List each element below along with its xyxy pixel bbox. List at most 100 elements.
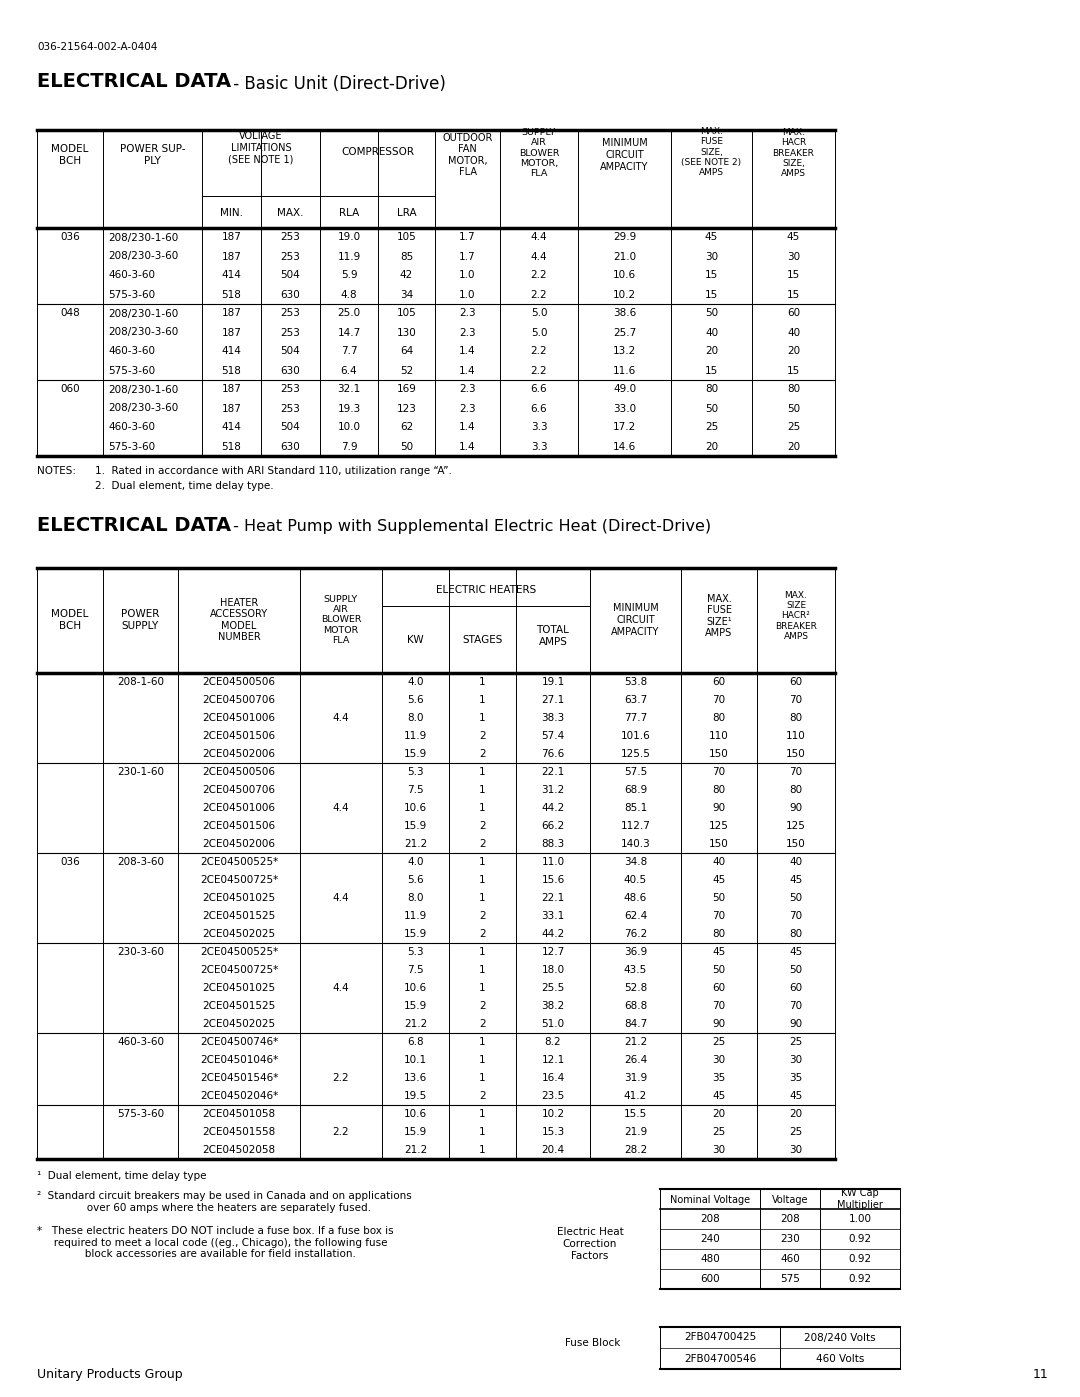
Text: 11.9: 11.9 (337, 251, 361, 261)
Text: 76.6: 76.6 (541, 749, 565, 759)
Text: 2CE04502046*: 2CE04502046* (200, 1091, 279, 1101)
Text: 4.4: 4.4 (530, 232, 548, 243)
Text: 630: 630 (281, 289, 300, 299)
Text: 15: 15 (705, 289, 718, 299)
Text: 036-21564-002-A-0404: 036-21564-002-A-0404 (37, 42, 158, 52)
Text: 187: 187 (221, 232, 242, 243)
Text: 2CE04501006: 2CE04501006 (203, 712, 275, 724)
Text: NOTES:: NOTES: (37, 467, 76, 476)
Text: Unitary Products Group: Unitary Products Group (37, 1368, 183, 1382)
Text: 38.6: 38.6 (612, 309, 636, 319)
Text: 80: 80 (713, 785, 726, 795)
Text: 25.0: 25.0 (337, 309, 361, 319)
Text: 187: 187 (221, 327, 242, 338)
Text: 70: 70 (713, 694, 726, 705)
Text: 5.6: 5.6 (407, 875, 423, 886)
Text: 2CE04501046*: 2CE04501046* (200, 1055, 279, 1065)
Text: 7.5: 7.5 (407, 785, 423, 795)
Text: 45: 45 (713, 1091, 726, 1101)
Text: 32.1: 32.1 (337, 384, 361, 394)
Text: 13.6: 13.6 (404, 1073, 427, 1083)
Text: 105: 105 (396, 232, 417, 243)
Text: 8.2: 8.2 (544, 1037, 562, 1046)
Text: 2CE04502058: 2CE04502058 (202, 1146, 275, 1155)
Text: 253: 253 (281, 404, 300, 414)
Text: 44.2: 44.2 (541, 803, 565, 813)
Text: 21.2: 21.2 (624, 1037, 647, 1046)
Text: 125.5: 125.5 (621, 749, 650, 759)
Text: 1.4: 1.4 (459, 346, 476, 356)
Text: Nominal Voltage: Nominal Voltage (670, 1194, 751, 1206)
Text: 1.4: 1.4 (459, 441, 476, 451)
Text: 15.9: 15.9 (404, 1002, 427, 1011)
Text: 230-3-60: 230-3-60 (117, 947, 164, 957)
Text: 11.9: 11.9 (404, 731, 427, 740)
Text: 36.9: 36.9 (624, 947, 647, 957)
Text: KW Cap
Multiplier: KW Cap Multiplier (837, 1189, 883, 1210)
Text: 10.0: 10.0 (337, 422, 361, 433)
Text: 253: 253 (281, 251, 300, 261)
Text: 26.4: 26.4 (624, 1055, 647, 1065)
Text: 7.7: 7.7 (340, 346, 357, 356)
Text: 19.3: 19.3 (337, 404, 361, 414)
Text: 187: 187 (221, 404, 242, 414)
Text: 518: 518 (221, 366, 242, 376)
Text: 34.8: 34.8 (624, 856, 647, 868)
Text: ELECTRICAL DATA: ELECTRICAL DATA (37, 73, 231, 91)
Text: 1: 1 (480, 1146, 486, 1155)
Text: 8.0: 8.0 (407, 712, 423, 724)
Text: 2CE04501525: 2CE04501525 (202, 911, 275, 921)
Text: 1: 1 (480, 983, 486, 993)
Text: 80: 80 (787, 384, 800, 394)
Text: 130: 130 (396, 327, 417, 338)
Text: 27.1: 27.1 (541, 694, 565, 705)
Text: 15.9: 15.9 (404, 749, 427, 759)
Text: 15.3: 15.3 (541, 1127, 565, 1137)
Text: 50: 50 (713, 965, 726, 975)
Text: 45: 45 (713, 875, 726, 886)
Text: 187: 187 (221, 384, 242, 394)
Text: MINIMUM
CIRCUIT
AMPACITY: MINIMUM CIRCUIT AMPACITY (611, 604, 660, 637)
Text: 140.3: 140.3 (621, 840, 650, 849)
Text: ELECTRIC HEATERS: ELECTRIC HEATERS (436, 585, 536, 595)
Text: 10.6: 10.6 (404, 983, 427, 993)
Text: 6.6: 6.6 (530, 404, 548, 414)
Text: 0.92: 0.92 (849, 1255, 872, 1264)
Text: 10.1: 10.1 (404, 1055, 427, 1065)
Text: 208/230-1-60: 208/230-1-60 (108, 309, 178, 319)
Text: 4.4: 4.4 (530, 251, 548, 261)
Text: 480: 480 (700, 1255, 720, 1264)
Text: TOTAL
AMPS: TOTAL AMPS (537, 626, 569, 647)
Text: 70: 70 (713, 767, 726, 777)
Text: 50: 50 (787, 404, 800, 414)
Text: 2.3: 2.3 (459, 384, 476, 394)
Text: 43.5: 43.5 (624, 965, 647, 975)
Text: KW: KW (407, 636, 423, 645)
Text: 30: 30 (713, 1146, 726, 1155)
Text: 2.3: 2.3 (459, 404, 476, 414)
Text: 30: 30 (789, 1146, 802, 1155)
Text: 1: 1 (480, 1109, 486, 1119)
Text: 2CE04500706: 2CE04500706 (203, 785, 275, 795)
Text: 036: 036 (60, 856, 80, 868)
Text: 40: 40 (787, 327, 800, 338)
Text: 4.8: 4.8 (340, 289, 357, 299)
Text: 208: 208 (700, 1214, 720, 1224)
Text: 4.0: 4.0 (407, 856, 423, 868)
Text: 15.6: 15.6 (541, 875, 565, 886)
Text: 2CE04502006: 2CE04502006 (203, 749, 275, 759)
Text: 51.0: 51.0 (541, 1018, 565, 1030)
Text: 31.2: 31.2 (541, 785, 565, 795)
Text: 50: 50 (705, 309, 718, 319)
Text: 10.6: 10.6 (613, 271, 636, 281)
Text: 63.7: 63.7 (624, 694, 647, 705)
Text: 2CE04501558: 2CE04501558 (202, 1127, 275, 1137)
Text: 2CE04502025: 2CE04502025 (202, 929, 275, 939)
Text: MIN.: MIN. (220, 208, 243, 218)
Text: 1: 1 (480, 803, 486, 813)
Text: MAX.: MAX. (278, 208, 303, 218)
Text: 14.7: 14.7 (337, 327, 361, 338)
Text: 460: 460 (780, 1255, 800, 1264)
Text: 25: 25 (713, 1127, 726, 1137)
Text: 110: 110 (710, 731, 729, 740)
